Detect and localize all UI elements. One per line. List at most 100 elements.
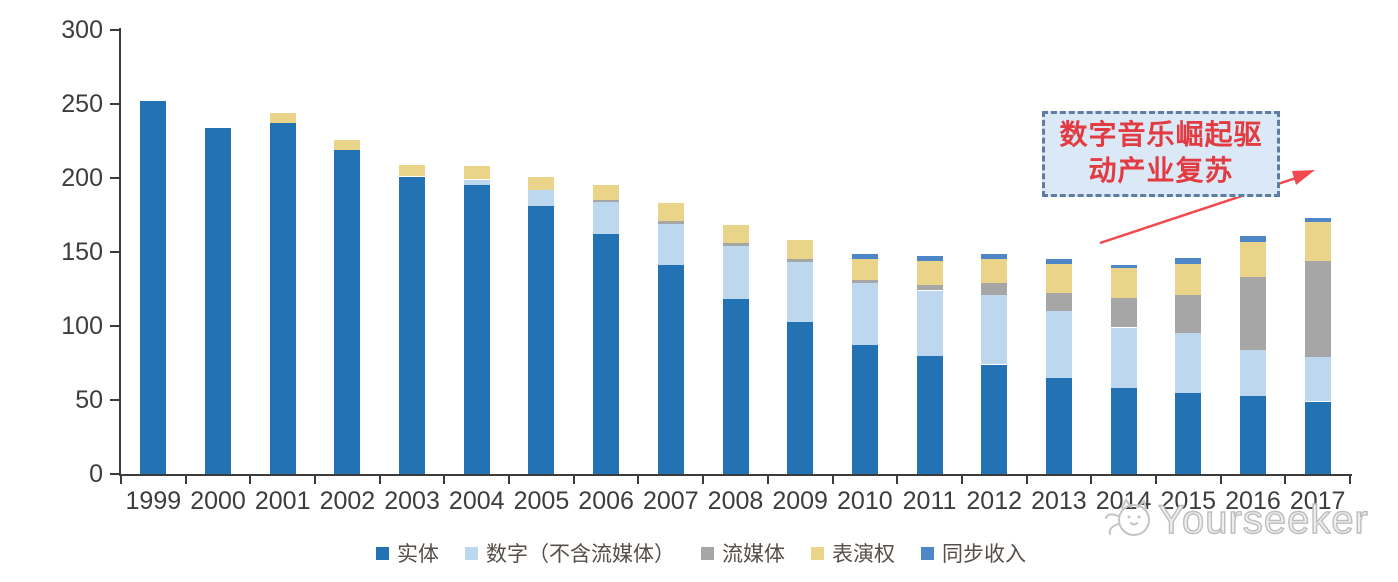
y-axis-tick [110, 473, 119, 475]
bar-segment [1045, 377, 1072, 474]
x-axis-tick [1025, 476, 1028, 484]
bar-segment [1110, 268, 1137, 298]
bar-segment [528, 206, 555, 474]
x-axis-tick [1154, 476, 1157, 484]
legend-swatch [465, 546, 478, 560]
y-axis-tick-label: 150 [61, 238, 103, 266]
legend-item: 数字（不含流媒体） [465, 538, 675, 568]
x-axis-tick-label: 2005 [513, 487, 570, 515]
x-axis-tick-label: 2009 [772, 487, 828, 515]
x-axis-tick-label: 2004 [448, 487, 505, 515]
annotation-line-2: 动产业复苏 [1088, 156, 1234, 187]
bar-segment [722, 243, 749, 247]
x-axis-tick [831, 476, 834, 484]
bar-segment [1175, 333, 1202, 393]
bar-segment [1175, 257, 1202, 264]
x-axis-tick [766, 476, 769, 484]
y-axis-tick-label: 50 [75, 386, 103, 414]
bar-segment [269, 123, 296, 474]
y-axis-tick [110, 325, 119, 327]
bar-segment [334, 139, 361, 150]
bar-segment [981, 283, 1008, 295]
bar-segment [528, 176, 555, 190]
bar-segment [1175, 294, 1202, 334]
legend-label: 表演权 [832, 542, 895, 566]
x-axis-tick-label: 2010 [837, 487, 893, 515]
bar-segment [981, 294, 1008, 365]
x-axis-tick [443, 476, 446, 484]
bar-segment [463, 166, 490, 180]
bar-segment [140, 101, 167, 474]
bar-segment [399, 164, 426, 177]
y-axis-tick-label: 0 [89, 460, 103, 488]
bar-segment [851, 259, 878, 281]
bar-segment [981, 364, 1008, 474]
legend-label: 流媒体 [722, 542, 785, 566]
bar-segment [722, 225, 749, 244]
legend-label: 实体 [397, 542, 439, 566]
bar-segment [1240, 395, 1266, 474]
y-axis-tick [110, 103, 119, 105]
legend-label: 同步收入 [942, 542, 1026, 566]
bar-segment [787, 321, 814, 474]
bar-segment [851, 253, 878, 260]
legend-label: 数字（不含流媒体） [486, 542, 675, 566]
bar-segment [916, 355, 943, 474]
x-axis-tick-label: 2013 [1031, 487, 1087, 515]
bar-segment [981, 253, 1008, 260]
bar-segment [851, 280, 878, 284]
x-axis-tick [120, 476, 122, 484]
legend-swatch [701, 546, 714, 560]
x-axis-tick [314, 476, 317, 484]
bar-segment [269, 112, 296, 124]
bar-segment [916, 260, 943, 285]
bar-segment [1110, 388, 1137, 474]
bar-segment [1175, 392, 1202, 474]
x-axis-tick-label: 2003 [384, 487, 440, 515]
bar-segment [1110, 327, 1137, 389]
chart-legend: 实体 数字（不含流媒体） 流媒体 表演权 同步收入 [121, 538, 1281, 568]
x-axis-tick [378, 476, 381, 484]
bar-segment [851, 345, 878, 474]
bar-segment [1045, 263, 1072, 294]
x-axis-tick-label: 2017 [1289, 487, 1346, 515]
bar-segment [851, 283, 878, 346]
bar-segment [1304, 222, 1331, 261]
bar-segment [722, 246, 749, 300]
y-axis-tick [110, 399, 119, 401]
x-axis-tick [1090, 476, 1093, 484]
bar-segment [787, 240, 814, 260]
x-axis-line [119, 474, 1352, 476]
y-axis-tick-label: 250 [61, 90, 103, 118]
x-axis-tick [896, 476, 899, 484]
bar-segment [916, 256, 943, 261]
bar-segment [205, 127, 231, 474]
watermark-text: Yourseeker [1157, 497, 1369, 542]
bar-segment [657, 203, 684, 221]
annotation-box: 数字音乐崛起驱 动产业复苏 [1042, 111, 1280, 197]
legend-item: 流媒体 [701, 538, 785, 568]
bar-segment [463, 179, 490, 186]
y-axis-tick [110, 29, 119, 31]
bar-segment [593, 185, 620, 201]
x-axis-tick-label: 2007 [642, 487, 699, 515]
x-axis-tick [1284, 476, 1287, 484]
x-axis-tick-label: 2015 [1160, 487, 1217, 515]
bar-segment [463, 185, 490, 474]
bar-segment [657, 220, 684, 224]
y-axis-tick-label: 100 [61, 312, 103, 340]
y-axis-tick-label: 200 [61, 164, 103, 192]
cat-logo-icon [1105, 498, 1150, 536]
x-axis-tick-label: 2011 [902, 487, 957, 515]
bar-segment [722, 299, 749, 474]
x-axis-tick [249, 476, 252, 484]
bar-segment [787, 262, 814, 322]
legend-item: 实体 [376, 538, 439, 568]
y-axis-tick [110, 251, 119, 253]
x-axis-tick [508, 476, 511, 484]
bar-segment [1240, 241, 1266, 278]
x-axis-tick-label: 1999 [125, 487, 182, 515]
x-axis-tick [1349, 476, 1351, 484]
annotation-line-1: 数字音乐崛起驱 [1059, 120, 1263, 151]
